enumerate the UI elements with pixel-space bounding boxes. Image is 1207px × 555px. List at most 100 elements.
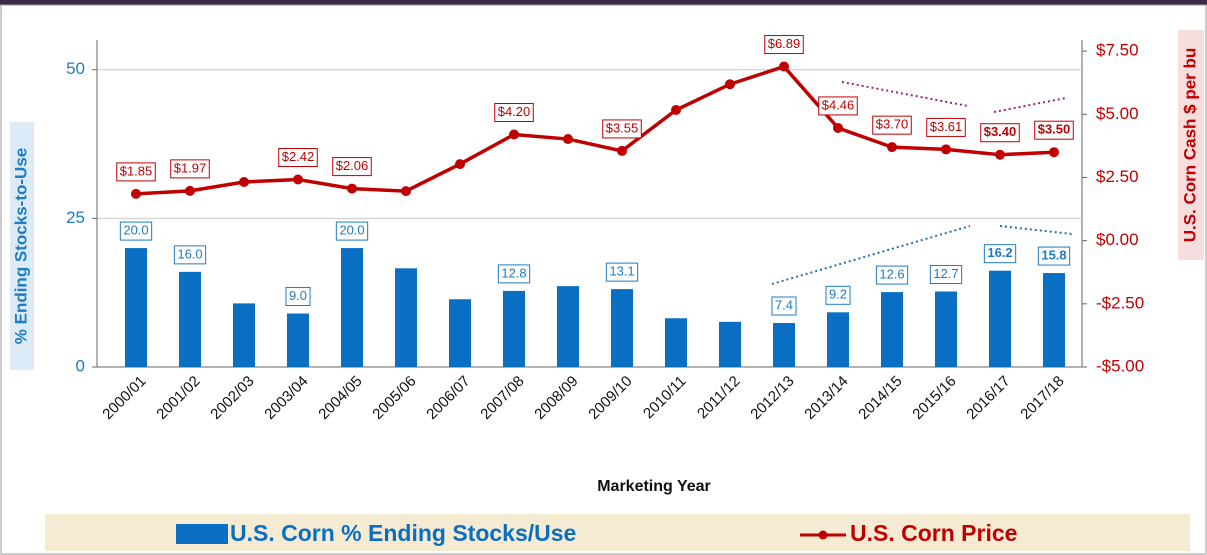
- y2-tick-label: $7.50: [1096, 41, 1139, 60]
- price-point: [293, 174, 303, 185]
- legend-label: U.S. Corn Price: [850, 520, 1017, 546]
- legend-label: U.S. Corn % Ending Stocks/Use: [230, 520, 576, 546]
- price-point: [779, 61, 789, 72]
- bar: [719, 321, 741, 367]
- bar: [395, 268, 417, 367]
- data-label: $4.46: [822, 97, 855, 112]
- top-strip: [0, 0, 1207, 5]
- y2-tick-label: $5.00: [1096, 104, 1139, 123]
- data-label: 9.2: [829, 287, 847, 302]
- data-label: 15.8: [1041, 247, 1066, 262]
- data-label: 13.1: [609, 264, 634, 279]
- data-label: 16.2: [987, 245, 1012, 260]
- data-label-box: [285, 286, 311, 306]
- bar: [341, 248, 363, 367]
- price-point: [671, 104, 681, 115]
- data-label: $3.50: [1038, 122, 1071, 137]
- price-point: [455, 159, 465, 170]
- data-label: 12.8: [501, 265, 526, 280]
- y2-tick-label: $2.50: [1096, 167, 1139, 186]
- price-point: [185, 185, 195, 196]
- data-label-box: [764, 35, 804, 55]
- price-point: [1049, 147, 1059, 158]
- data-label: 20.0: [339, 223, 364, 238]
- bar: [287, 313, 309, 367]
- frame: [0, 4, 1207, 555]
- price-point: [941, 144, 951, 155]
- bar: [503, 290, 525, 367]
- price-point: [509, 129, 519, 140]
- y-tick-label: 25: [66, 208, 85, 227]
- bar: [179, 271, 201, 367]
- y-axis-label: % Ending Stocks-to-Use: [11, 148, 30, 344]
- data-label-box: [929, 264, 963, 284]
- data-label: 12.7: [933, 266, 958, 281]
- data-label: $4.20: [498, 104, 531, 119]
- data-label-box: [497, 264, 531, 284]
- price-point: [725, 79, 735, 90]
- data-label: $6.89: [768, 36, 801, 51]
- bar: [827, 312, 849, 367]
- data-label-box: [494, 103, 534, 123]
- data-label-box: [119, 221, 153, 241]
- data-label: 12.6: [879, 267, 904, 282]
- data-label: 7.4: [775, 297, 793, 312]
- data-label-box: [278, 147, 318, 167]
- y-tick-label: 0: [76, 356, 85, 375]
- y2-label-bg: [1178, 30, 1204, 260]
- data-label-box: [605, 262, 639, 282]
- data-label: $3.70: [876, 117, 909, 132]
- bar: [233, 303, 255, 367]
- price-point: [347, 183, 357, 194]
- annotation-arrows: [771, 81, 1073, 285]
- price-point: [617, 145, 627, 156]
- data-label-box: [980, 123, 1020, 143]
- price-point: [131, 188, 141, 199]
- price-point: [887, 142, 897, 153]
- bar: [125, 248, 147, 367]
- data-label: $3.40: [984, 124, 1017, 139]
- data-label-box: [116, 162, 156, 182]
- data-label-box: [983, 244, 1017, 264]
- bar: [935, 291, 957, 367]
- price-point: [563, 134, 573, 145]
- data-label: $3.61: [930, 119, 963, 134]
- bar: [449, 299, 471, 367]
- data-label-box: [771, 296, 797, 316]
- y-label-bg: [10, 122, 34, 370]
- data-label: $1.97: [174, 160, 207, 175]
- bar: [557, 286, 579, 367]
- data-label: 9.0: [289, 288, 307, 303]
- data-label-box: [818, 96, 858, 116]
- data-label-box: [1037, 246, 1071, 266]
- data-label-box: [875, 265, 909, 285]
- legend-swatch: [176, 524, 228, 544]
- legend-swatch: [818, 530, 828, 540]
- data-label-box: [602, 119, 642, 139]
- data-label-box: [872, 115, 912, 135]
- x-axis-label: Marketing Year: [597, 478, 711, 495]
- y2-axis-label: U.S. Corn Cash $ per bu: [1180, 48, 1199, 243]
- y-tick-label: 50: [66, 59, 85, 78]
- price-line: [135, 64, 1055, 196]
- data-label: $2.42: [282, 149, 315, 164]
- data-label: $2.06: [336, 158, 369, 173]
- data-label-box: [173, 245, 207, 265]
- data-label-box: [926, 117, 966, 137]
- data-label: $3.55: [606, 120, 639, 135]
- bar: [773, 323, 795, 367]
- price-point: [995, 149, 1005, 160]
- bar: [611, 289, 633, 367]
- bar: [989, 270, 1011, 367]
- price-point: [833, 122, 843, 133]
- y2-tick-label: -$2.50: [1096, 293, 1144, 312]
- data-label-box: [1034, 120, 1074, 140]
- bar: [881, 292, 903, 367]
- legend-band: [45, 514, 1190, 551]
- data-label-box: [825, 285, 851, 305]
- data-label-box: [170, 159, 210, 179]
- y2-tick-label: $0.00: [1096, 230, 1139, 249]
- data-label: $1.85: [120, 163, 153, 178]
- data-label: 16.0: [177, 246, 202, 261]
